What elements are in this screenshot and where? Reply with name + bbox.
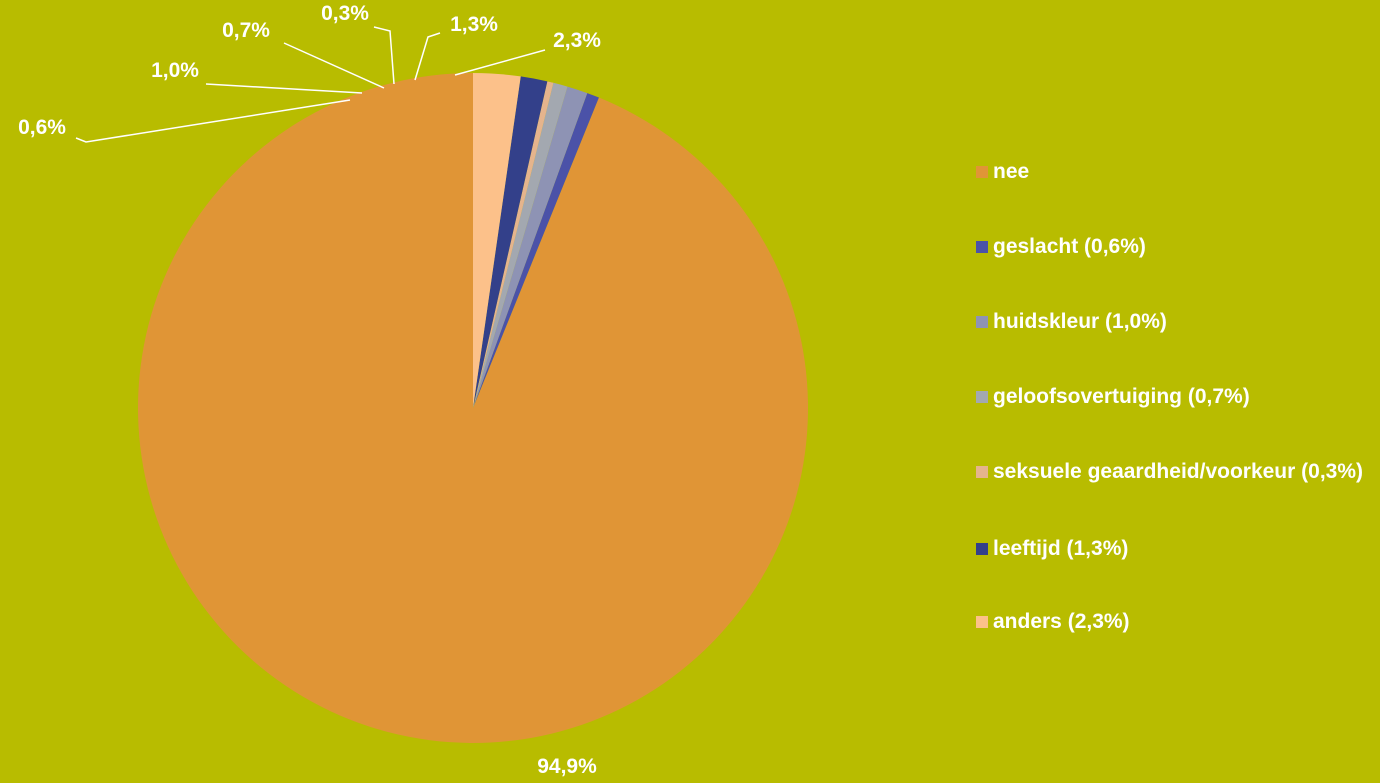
pie-slice-seksuele-geaardheid-voorkeur [473,81,554,408]
legend-label: seksuele geaardheid/voorkeur (0,3%) [993,460,1363,483]
pie-slice-leeftijd [473,76,548,409]
leader-line-geloofsovertuiging [283,42,385,89]
legend-label: leeftijd (1,3%) [993,537,1129,560]
legend-swatch [976,391,988,403]
legend: nee geslacht (0,6%) huidskleur (1,0%) geloo… [976,0,1380,783]
legend-label: geloofsovertuiging (0,7%) [993,385,1250,408]
data-label-geslacht: 0,6% [18,116,66,139]
pie-slice-huidskleur [473,86,588,408]
legend-item-huidskleur: huidskleur (1,0%) [976,310,1380,334]
leader-line-leeftijd [414,32,441,81]
legend-label: geslacht (0,6%) [993,235,1146,258]
data-label-seksuele-geaardheid-voorkeur: 0,3% [321,2,369,25]
legend-swatch [976,616,988,628]
leader-line-anders [454,49,546,76]
legend-item-seksuele-geaardheid-voorkeur: seksuele geaardheid/voorkeur (0,3%) [976,460,1380,484]
pie-slice-anders [473,73,521,408]
leader-lines [75,26,546,143]
pie-slices [138,73,809,743]
legend-swatch [976,316,988,328]
data-labels: 94,9% 0,6% 1,0% 0,7% 0,3% 1,3% 2,3% [18,2,601,778]
pie-slice-geslacht [473,93,599,408]
legend-item-nee: nee [976,160,1380,184]
leader-line-seksuele-geaardheid-voorkeur [373,26,395,85]
legend-label: huidskleur (1,0%) [993,310,1167,333]
legend-swatch [976,166,988,178]
data-label-geloofsovertuiging: 0,7% [222,19,270,42]
legend-item-anders: anders (2,3%) [976,610,1380,634]
legend-label: anders (2,3%) [993,610,1130,633]
leader-line-geslacht [75,99,351,143]
legend-label: nee [993,160,1030,183]
legend-swatch [976,241,988,253]
legend-item-geloofsovertuiging: geloofsovertuiging (0,7%) [976,385,1380,409]
legend-item-leeftijd: leeftijd (1,3%) [976,537,1380,561]
legend-swatch [976,466,988,478]
legend-swatch [976,543,988,555]
data-label-nee: 94,9% [537,755,597,778]
data-label-anders: 2,3% [553,29,601,52]
data-label-huidskleur: 1,0% [151,59,199,82]
leader-line-huidskleur [205,83,363,94]
data-label-leeftijd: 1,3% [450,13,498,36]
legend-item-geslacht: geslacht (0,6%) [976,235,1380,259]
pie-slice-geloofsovertuiging [473,82,568,408]
pie-slice-nee [138,73,809,743]
